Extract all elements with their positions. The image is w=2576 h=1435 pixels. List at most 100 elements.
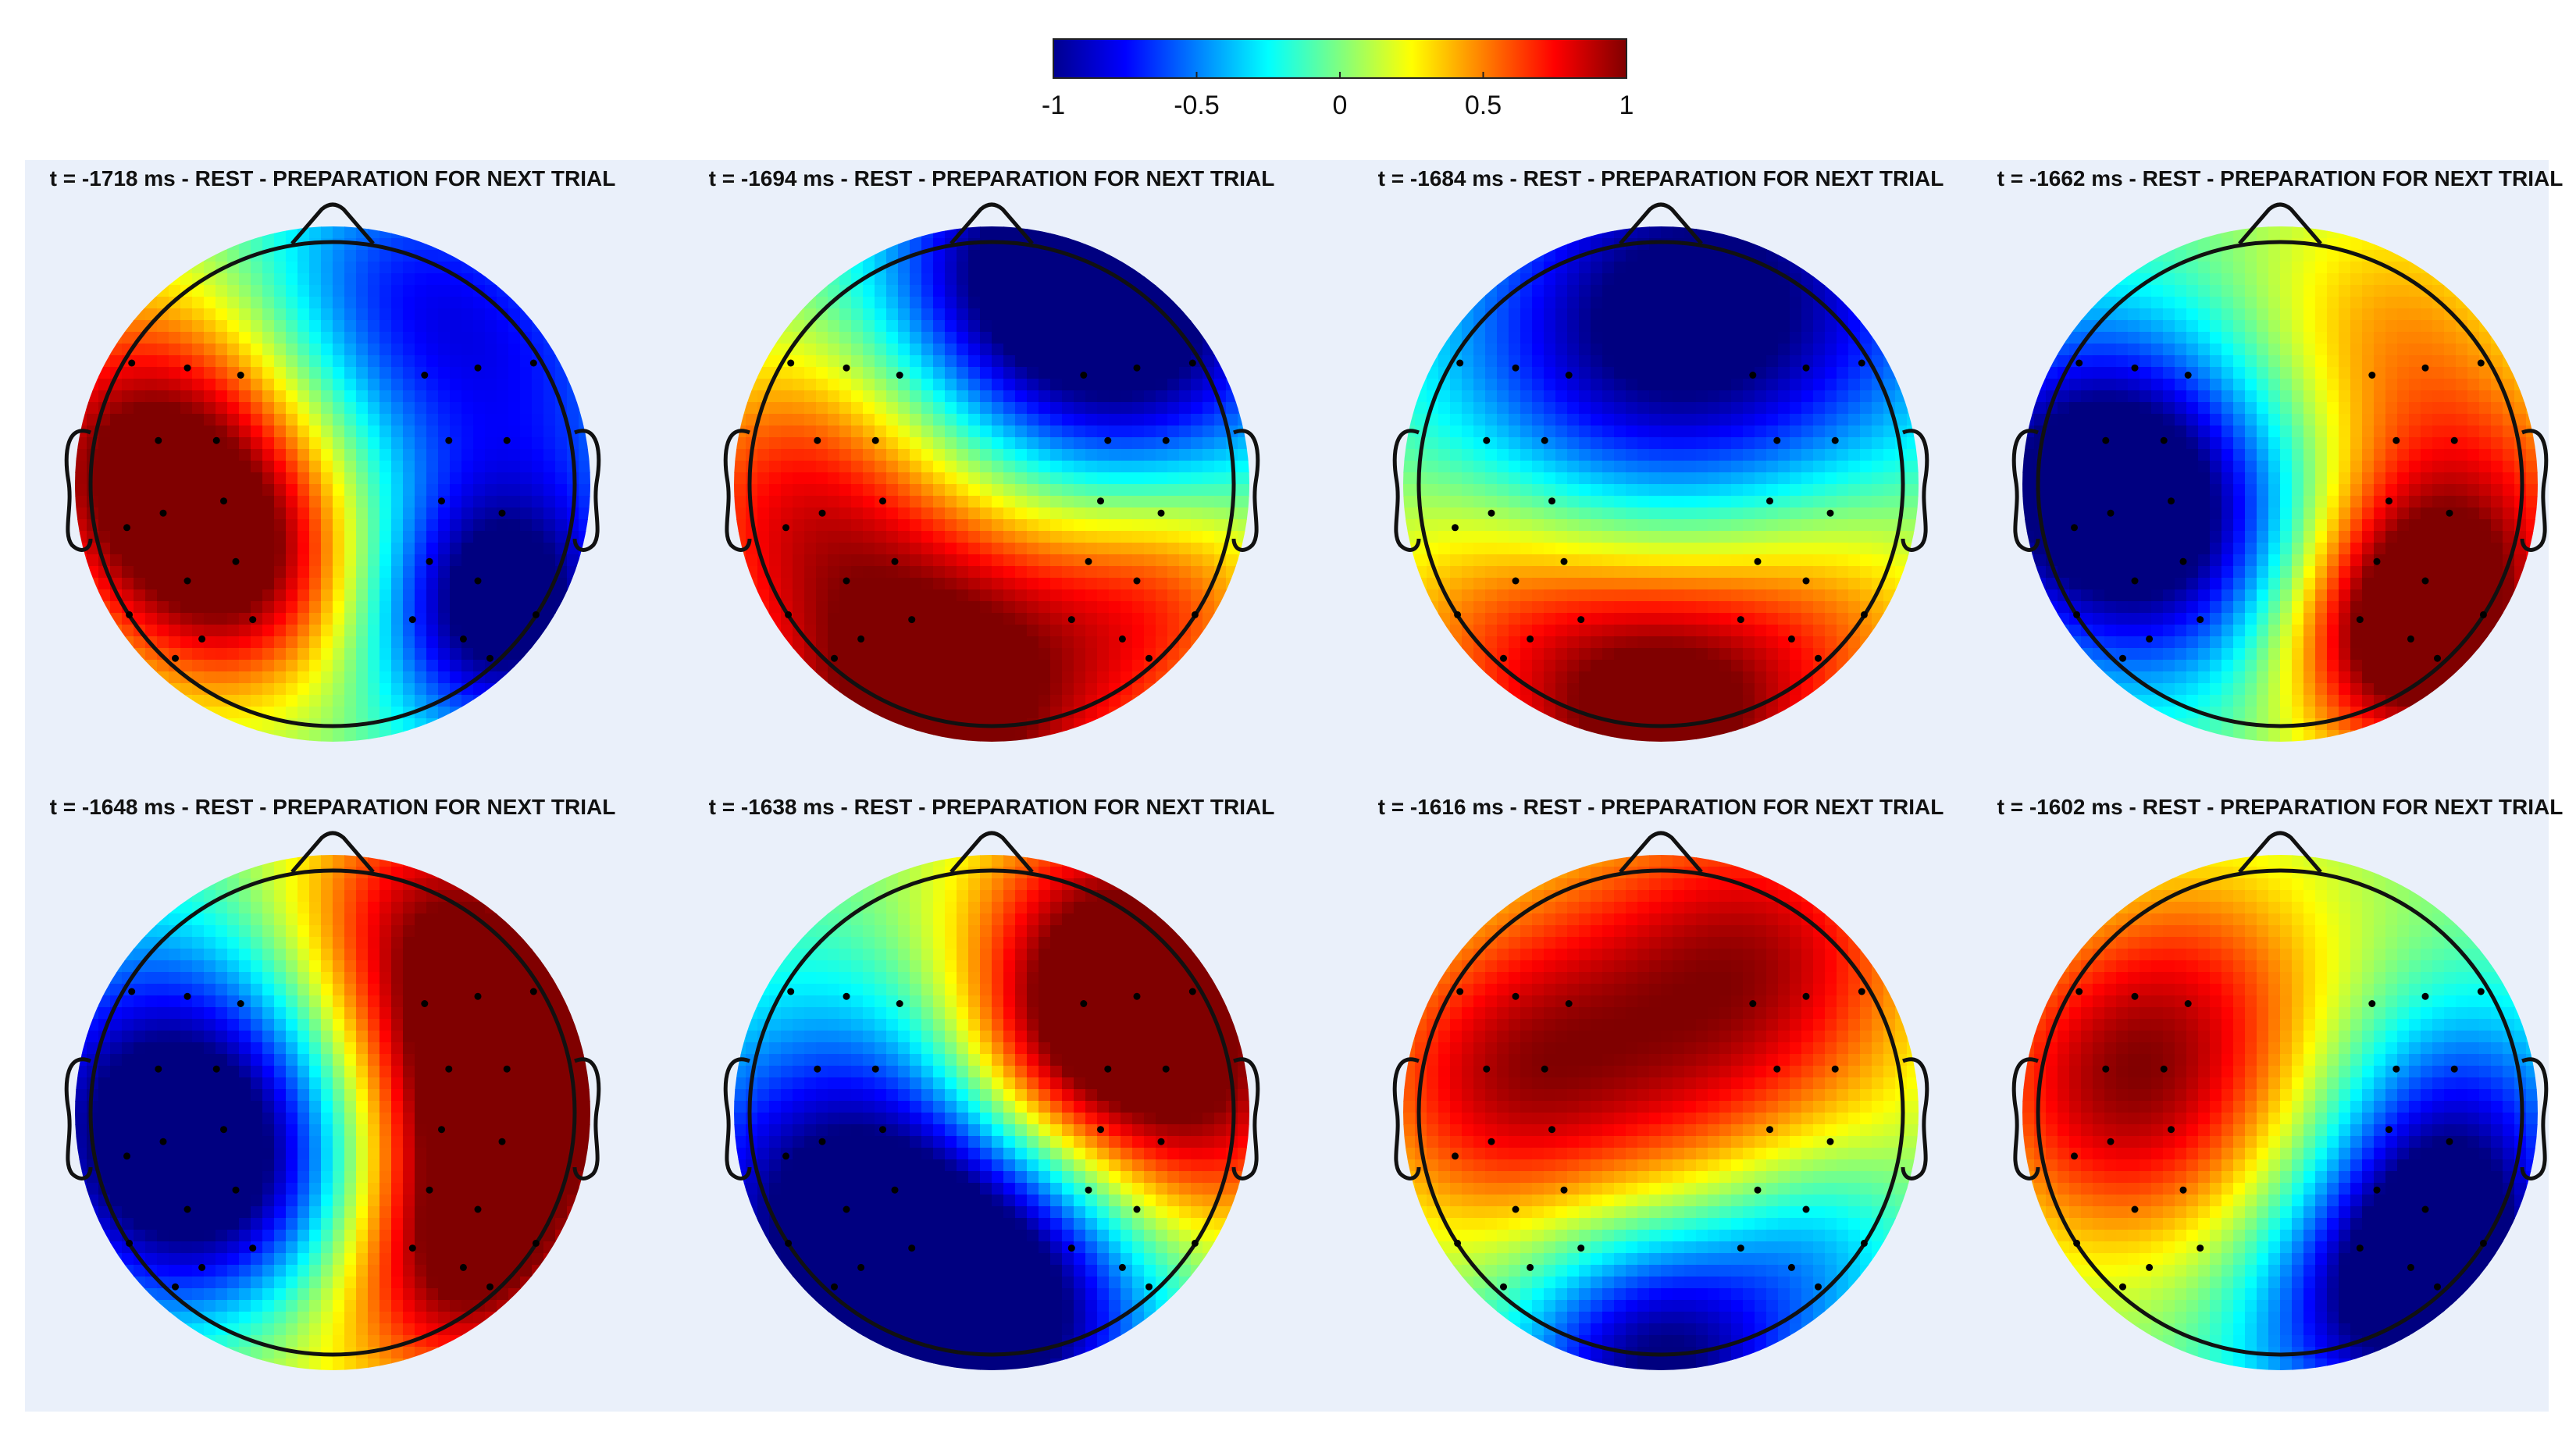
electrode-marker: [232, 557, 240, 565]
electrode-marker: [1456, 988, 1464, 995]
electrode-marker: [1565, 1000, 1573, 1007]
electrode-markers: [782, 359, 1199, 662]
electrode-marker: [123, 524, 130, 532]
electrode-marker: [2385, 1126, 2393, 1134]
electrode-marker: [787, 359, 795, 367]
electrode-marker: [2073, 611, 2081, 618]
electrode-marker: [908, 1244, 916, 1252]
electrode-marker: [1512, 364, 1520, 372]
colorbar-tick-label: 0.5: [1465, 91, 1502, 120]
electrode-marker: [2356, 616, 2364, 624]
electrode-marker: [1145, 1283, 1153, 1291]
electrode-marker: [1787, 1263, 1795, 1271]
panel-title: t = -1684 ms - REST - PREPARATION FOR NE…: [1378, 166, 1944, 191]
electrode-marker: [1831, 1065, 1839, 1073]
electrode-marker: [1133, 364, 1141, 372]
electrode-marker: [2368, 1000, 2376, 1007]
electrode-markers: [2071, 359, 2487, 662]
electrode-marker: [212, 1065, 220, 1073]
electrode-markers: [1452, 988, 1868, 1291]
electrode-marker: [1483, 1065, 1491, 1073]
electrode-marker: [2421, 1205, 2429, 1213]
electrode-marker: [2356, 1244, 2364, 1252]
left-ear-outline: [1392, 1057, 1421, 1180]
electrode-markers: [1452, 359, 1868, 662]
panel-title: t = -1718 ms - REST - PREPARATION FOR NE…: [50, 166, 616, 191]
electrode-marker: [1067, 1244, 1075, 1252]
electrode-marker: [1452, 1152, 1459, 1160]
electrode-marker: [126, 1239, 134, 1247]
panel-title: t = -1602 ms - REST - PREPARATION FOR NE…: [1997, 795, 2564, 819]
electrode-marker: [814, 436, 821, 444]
electrode-marker: [1118, 635, 1126, 643]
electrode-marker: [818, 509, 826, 517]
electrode-marker: [220, 1126, 227, 1134]
electrode-marker: [155, 1065, 162, 1073]
electrode-marker: [843, 1205, 850, 1213]
electrode-marker: [857, 635, 865, 643]
electrode-marker: [1860, 1239, 1868, 1247]
electrode-marker: [1754, 1186, 1762, 1194]
electrode-marker: [787, 988, 795, 995]
electrode-marker: [2102, 1065, 2110, 1073]
electrode-marker: [1133, 992, 1141, 1000]
head-outline: [2036, 240, 2524, 728]
electrode-marker: [1815, 654, 1822, 662]
electrode-marker: [857, 1263, 865, 1271]
electrode-marker: [2131, 992, 2139, 1000]
head-outline: [1416, 240, 1905, 728]
electrode-markers: [782, 988, 1199, 1291]
electrode-marker: [831, 1283, 838, 1291]
panel-title: t = -1638 ms - REST - PREPARATION FOR NE…: [709, 795, 1275, 819]
electrode-marker: [503, 1065, 511, 1073]
nose-outline: [290, 202, 375, 245]
electrode-marker: [1826, 1138, 1834, 1145]
left-ear-outline: [1392, 429, 1421, 552]
electrode-marker: [1541, 1065, 1548, 1073]
topomap-heatmap: [2022, 226, 2538, 742]
head-outline: [2036, 868, 2524, 1357]
topomap-panel: t = -1616 ms - REST - PREPARATION FOR NE…: [1378, 795, 1944, 1370]
electrode-marker: [1565, 372, 1573, 379]
electrode-marker: [1787, 635, 1795, 643]
electrode-marker: [183, 577, 191, 585]
electrode-marker: [486, 1283, 493, 1291]
electrode-marker: [1454, 1239, 1462, 1247]
electrode-marker: [2421, 992, 2429, 1000]
electrode-marker: [2450, 1065, 2458, 1073]
left-ear-outline: [64, 1057, 93, 1180]
electrode-marker: [1826, 509, 1834, 517]
electrode-marker: [2368, 372, 2376, 379]
electrode-marker: [879, 497, 886, 505]
electrode-marker: [1191, 1239, 1199, 1247]
topomap-panels: t = -1718 ms - REST - PREPARATION FOR NE…: [50, 166, 2564, 1370]
electrode-marker: [1500, 654, 1507, 662]
left-ear-outline: [2011, 429, 2040, 552]
electrode-marker: [421, 372, 429, 379]
electrode-marker: [421, 1000, 429, 1007]
electrode-marker: [2184, 372, 2192, 379]
electrode-marker: [2421, 364, 2429, 372]
electrode-marker: [782, 1152, 789, 1160]
electrode-marker: [2075, 988, 2083, 995]
electrode-marker: [237, 1000, 244, 1007]
right-ear-outline: [1901, 1057, 1929, 1180]
electrode-marker: [2131, 577, 2139, 585]
electrode-marker: [1188, 988, 1196, 995]
electrode-marker: [896, 372, 903, 379]
electrode-marker: [1104, 1065, 1112, 1073]
left-ear-outline: [723, 1057, 752, 1180]
electrode-marker: [445, 1065, 453, 1073]
electrode-marker: [474, 364, 482, 372]
electrode-marker: [126, 611, 134, 618]
electrode-marker: [2075, 359, 2083, 367]
panel-title: t = -1616 ms - REST - PREPARATION FOR NE…: [1378, 795, 1944, 819]
electrode-marker: [474, 577, 482, 585]
left-ear-outline: [723, 429, 752, 552]
electrode-marker: [2373, 557, 2381, 565]
electrode-marker: [1560, 557, 1568, 565]
electrode-marker: [2131, 364, 2139, 372]
electrode-marker: [871, 1065, 879, 1073]
topomap-heatmap: [734, 226, 1249, 742]
electrode-marker: [2385, 497, 2393, 505]
